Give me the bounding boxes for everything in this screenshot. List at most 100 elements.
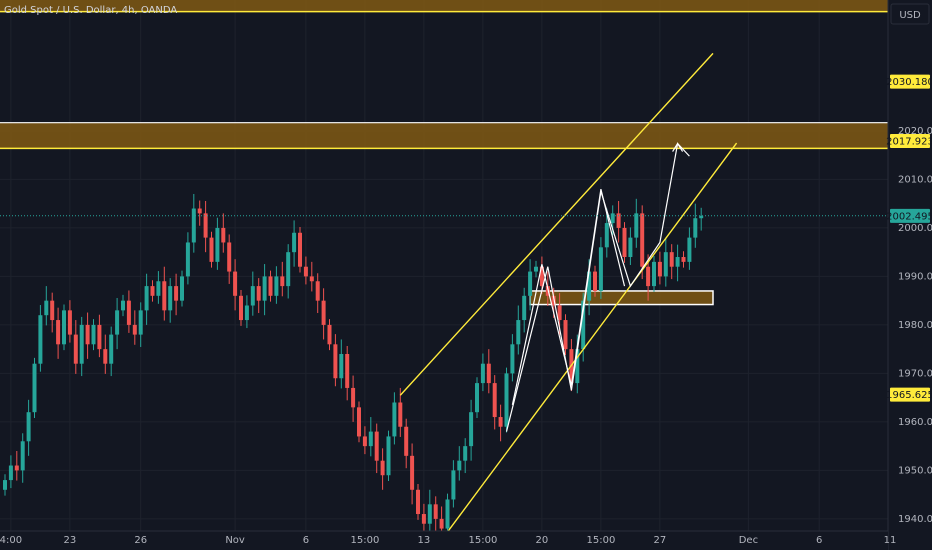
candle-body <box>50 300 55 321</box>
candle-body <box>498 417 503 427</box>
projection-path <box>505 142 690 432</box>
time-axis-label: 20 <box>536 535 549 546</box>
candle-body <box>451 470 456 500</box>
time-axis-label: 6 <box>303 535 309 546</box>
candle-body <box>652 261 656 287</box>
candle-body <box>410 455 415 490</box>
candle-body <box>233 271 238 296</box>
candle-body <box>180 276 184 301</box>
candle-body <box>463 446 468 461</box>
channel-line <box>399 52 714 396</box>
candle-body <box>357 407 361 437</box>
candle-body <box>168 286 173 311</box>
price-axis-label: 1960.000 <box>898 417 932 428</box>
candle-body <box>368 431 373 447</box>
channel-line <box>446 142 738 533</box>
candle-body <box>321 300 326 325</box>
candle-body <box>362 436 367 447</box>
candle-body <box>191 208 196 243</box>
price-tag-label: 2002.495 <box>886 211 932 222</box>
currency-button[interactable]: USD <box>899 10 921 21</box>
candle-body <box>327 324 332 345</box>
candle-body <box>469 412 474 447</box>
candle-body <box>516 320 521 345</box>
projection-arrow-head <box>672 142 684 152</box>
currency-button-box[interactable] <box>890 3 930 25</box>
candle-body <box>610 213 615 224</box>
time-axis-label: 11 <box>884 535 897 546</box>
price-axis-label: 2020.000 <box>898 126 932 137</box>
candle-body <box>132 324 137 335</box>
candle-body <box>126 300 131 325</box>
candle-body <box>486 363 491 384</box>
candle-body <box>315 281 320 301</box>
candle-body <box>539 266 544 287</box>
price-axis-label: 1970.000 <box>898 368 932 379</box>
candle-body <box>581 300 586 350</box>
price-axis-background[interactable] <box>888 0 932 550</box>
candle-body <box>292 232 297 253</box>
time-axis-label: 26 <box>134 535 147 546</box>
price-axis-label: 1940.000 <box>898 514 932 525</box>
zone-box <box>0 122 888 149</box>
candle-body <box>433 504 438 519</box>
candle-body <box>26 412 31 442</box>
time-axis-label: 27 <box>654 535 667 546</box>
candle-body <box>73 334 78 364</box>
candle-body <box>32 363 37 413</box>
candle-body <box>3 480 7 490</box>
time-axis-background[interactable] <box>0 531 888 550</box>
candle-body <box>56 320 61 345</box>
zone-box <box>0 0 888 12</box>
candle-body <box>634 213 639 238</box>
time-axis-label: 4:00 <box>0 535 22 546</box>
candle-body <box>622 227 627 258</box>
price-axis[interactable]: 2020.000 2010.000 2000.000 1990.000 1980.000… <box>898 126 932 525</box>
candle-body <box>557 305 562 321</box>
time-axis-label: 6 <box>816 535 822 546</box>
time-axis-label: 15:00 <box>586 535 615 546</box>
candle-body <box>309 276 314 282</box>
candle-body <box>303 266 308 277</box>
candle-body <box>85 324 90 345</box>
price-tag-box <box>890 208 930 223</box>
candle-body <box>593 271 597 291</box>
candle-body <box>244 305 249 321</box>
candle-body <box>534 266 538 272</box>
candle-body <box>657 261 662 277</box>
time-axis[interactable]: 4:00 23 26 Nov 6 15:00 13 15:00 20 15:00 27 Dec 6 11 <box>0 535 896 546</box>
candle-body <box>97 324 102 350</box>
candle-body <box>345 354 350 388</box>
candle-body <box>115 310 120 335</box>
time-axis-label: 13 <box>418 535 431 546</box>
candle-body <box>103 349 108 364</box>
candle-body <box>475 383 479 413</box>
candle-body <box>20 441 25 471</box>
candle-body <box>150 286 155 296</box>
candle-body <box>386 436 391 476</box>
candle-body <box>699 215 704 219</box>
candle-body <box>91 324 96 345</box>
price-tags: 2030.180 2017.923 2002.495 1965.625 <box>886 74 932 402</box>
candle-body <box>333 344 338 379</box>
price-axis-label: 2000.000 <box>898 223 932 234</box>
candle-body <box>121 300 125 311</box>
price-tag-box <box>890 387 930 402</box>
candle-body <box>675 257 680 267</box>
candle-body <box>203 213 208 238</box>
candle-body <box>563 320 568 350</box>
chart-title: Gold Spot / U.S. Dollar, 4h, OANDA <box>4 5 177 16</box>
candle-body <box>522 295 527 321</box>
candle-body <box>380 460 385 476</box>
price-tag-label: 1965.625 <box>886 390 932 401</box>
candle-body <box>239 295 243 321</box>
price-tag-box <box>890 74 930 89</box>
candle-body <box>598 247 603 291</box>
candle-body <box>687 237 692 262</box>
candle-body <box>256 286 261 301</box>
candle-body <box>250 286 255 306</box>
candle-body <box>144 286 149 311</box>
candle-body <box>8 465 13 481</box>
